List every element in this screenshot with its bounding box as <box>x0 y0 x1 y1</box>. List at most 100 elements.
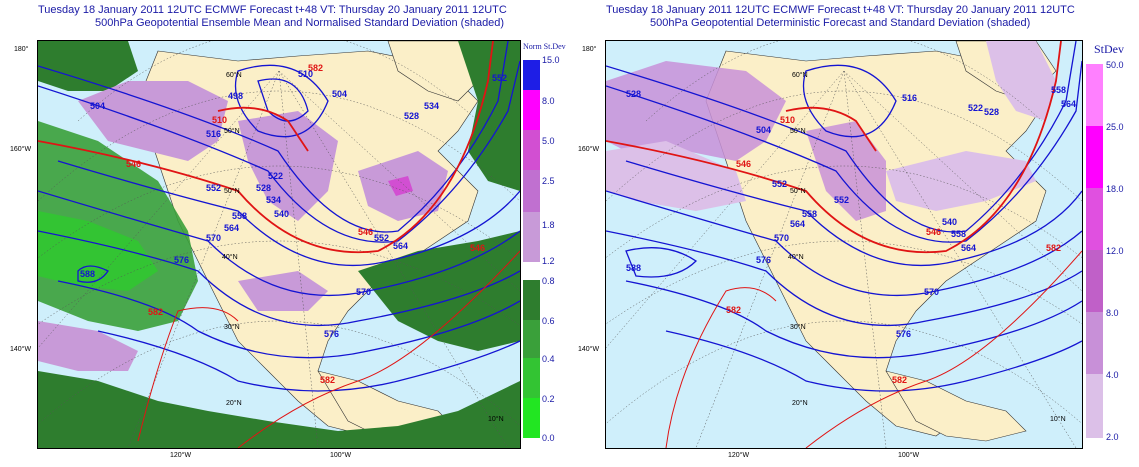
contour-label: 588 <box>80 269 95 279</box>
colorbar-bin <box>523 90 540 130</box>
contour-label: 552 <box>492 73 507 83</box>
colorbar-bin <box>1086 64 1103 126</box>
contour-label: 510 <box>212 115 227 125</box>
contour-label: 582 <box>308 63 323 73</box>
colorbar-bin <box>523 212 540 262</box>
contour-label: 498 <box>228 91 243 101</box>
colorbar-tick: 2.0 <box>1106 432 1119 442</box>
left-lat-label-140w: 140°W <box>10 346 32 353</box>
left-lat-label-180: 180° <box>14 46 29 53</box>
contour-label: 516 <box>206 129 221 139</box>
colorbar-bin <box>1086 126 1103 188</box>
contour-label: 558 <box>1051 85 1066 95</box>
colorbar-tick: 12.0 <box>1106 246 1124 256</box>
contour-label: 546 <box>126 159 141 169</box>
contour-label: 564 <box>961 243 976 253</box>
contour-label: 552 <box>772 179 787 189</box>
contour-label: 588 <box>626 263 641 273</box>
lat-label-10n: 10°N <box>1050 415 1066 423</box>
contour-label: 558 <box>802 209 817 219</box>
colorbar-bin <box>1086 374 1103 438</box>
contour-label: 504 <box>332 89 347 99</box>
colorbar-tick: 15.0 <box>542 55 560 65</box>
left-panel: Tuesday 18 January 2011 12UTC ECMWF Fore… <box>10 4 566 459</box>
colorbar-tick: 50.0 <box>1106 60 1124 70</box>
purple-shade-hudson <box>886 151 1036 211</box>
contour-label: 546 <box>358 227 373 237</box>
left-inner-grid-labels: 60°N 50°N 50°N 40°N 30°N 20°N 10°N <box>222 71 504 423</box>
contour-label: 504 <box>756 125 771 135</box>
left-map: 588 504 510 546 516 552 570 564 558 576 … <box>37 40 521 449</box>
right-lat-label-140w: 140°W <box>578 346 600 353</box>
lat-label-60n: 60°N <box>792 71 808 79</box>
colorbar-bin <box>523 170 540 212</box>
colorbar-tick: 1.2 <box>542 256 555 266</box>
contour-label: 522 <box>968 103 983 113</box>
left-colorbar-title: Norm St.Dev <box>523 42 566 51</box>
contour-label: 558 <box>232 211 247 221</box>
right-inner-grid-labels: 60°N 50°N 50°N 40°N 30°N 20°N 10°N <box>788 71 1066 423</box>
green-shade-north-east <box>458 41 520 191</box>
right-colorbar: StDev 50.0 25.0 18.0 12.0 8.0 4.0 2.0 <box>1084 40 1139 450</box>
left-title-line2: 500hPa Geopotential Ensemble Mean and No… <box>95 17 505 29</box>
purple-shade-pacific <box>606 61 786 161</box>
blue-contours <box>38 41 520 392</box>
purple-shade-canada <box>806 121 886 221</box>
purple-shade-baja <box>238 271 328 311</box>
contour-label: 522 <box>268 171 283 181</box>
right-lat-label-160w: 160°W <box>578 146 600 153</box>
contour-label: 570 <box>206 233 221 243</box>
right-lon-label-120w: 120°W <box>728 452 750 459</box>
contour-label: 510 <box>780 115 795 125</box>
contour-label: 552 <box>206 183 221 193</box>
red-contours-thin <box>137 250 520 448</box>
colorbar-tick: 18.0 <box>1106 184 1124 194</box>
right-title-line1: Tuesday 18 January 2011 12UTC ECMWF Fore… <box>606 4 1075 16</box>
colorbar-tick: 5.0 <box>542 136 555 146</box>
contour-label: 546 <box>470 243 485 253</box>
contour-label: 582 <box>148 307 163 317</box>
contour-label: 546 <box>736 159 751 169</box>
contour-label: 570 <box>924 287 939 297</box>
contour-label: 516 <box>902 93 917 103</box>
red-contours <box>38 41 494 254</box>
contour-label: 576 <box>756 255 771 265</box>
contour-label: 510 <box>298 69 313 79</box>
left-lat-label-160w: 160°W <box>10 146 32 153</box>
contour-label: 564 <box>1061 99 1076 109</box>
contour-label: 528 <box>984 107 999 117</box>
green-shade-pacific-core <box>38 211 158 291</box>
green-shade-atlantic <box>358 231 520 351</box>
contour-label: 528 <box>404 111 419 121</box>
contour-label: 582 <box>1046 243 1061 253</box>
blue-contours <box>606 41 1082 392</box>
colorbar-tick: 0.4 <box>542 354 555 364</box>
contour-label: 528 <box>256 183 271 193</box>
green-shade-south <box>38 371 520 448</box>
lat-label-20n: 20°N <box>792 399 808 407</box>
purple-shade-north <box>986 41 1056 121</box>
lat-label-20n: 20°N <box>226 399 242 407</box>
contour-label: 564 <box>224 223 239 233</box>
lat-label-30n: 30°N <box>224 323 240 331</box>
contour-label: 558 <box>951 229 966 239</box>
contour-label: 582 <box>320 375 335 385</box>
contour-label: 570 <box>774 233 789 243</box>
colorbar-tick: 2.5 <box>542 176 555 186</box>
colorbar-tick: 8.0 <box>542 96 555 106</box>
right-lon-label-100w: 100°W <box>898 452 920 459</box>
contour-label: 564 <box>393 241 408 251</box>
lat-label-60n: 60°N <box>226 71 242 79</box>
contour-label: 546 <box>926 227 941 237</box>
contour-label: 576 <box>896 329 911 339</box>
colorbar-tick: 0.8 <box>542 276 555 286</box>
right-map: 588 504 528 510 546 552 570 564 558 576 … <box>605 40 1083 449</box>
colorbar-bin <box>1086 250 1103 312</box>
colorbar-tick: 25.0 <box>1106 122 1124 132</box>
contour-label: 552 <box>374 233 389 243</box>
left-lon-label-120w: 120°W <box>170 452 192 459</box>
colorbar-tick: 8.0 <box>1106 308 1119 318</box>
red-contours-thin <box>665 250 1082 448</box>
left-map-canvas: 588 504 510 546 516 552 570 564 558 576 … <box>38 41 520 448</box>
left-contour-labels: 588 504 510 546 516 552 570 564 558 576 … <box>80 63 507 385</box>
